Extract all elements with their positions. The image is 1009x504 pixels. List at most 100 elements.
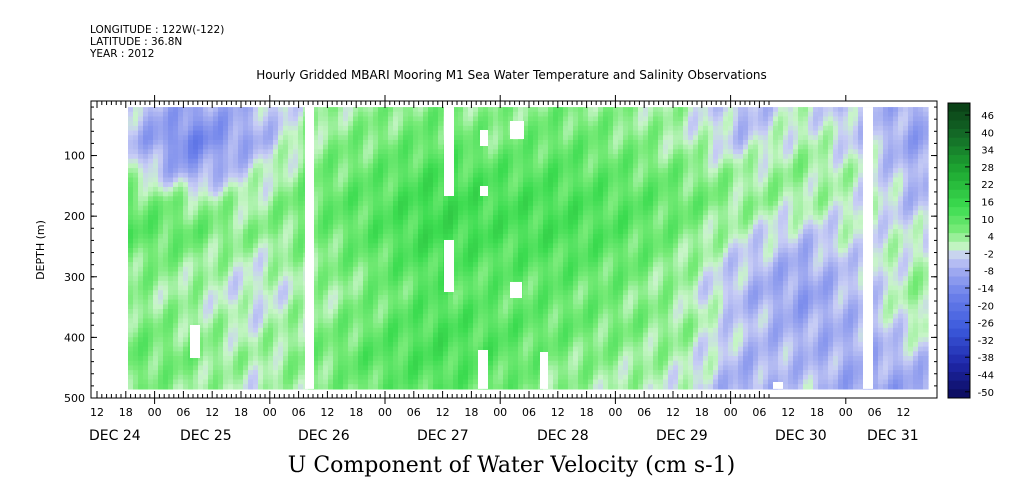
heatmap-cell bbox=[508, 139, 514, 146]
heatmap-cell bbox=[708, 158, 714, 165]
heatmap-cell bbox=[768, 130, 774, 136]
heatmap-cell bbox=[298, 182, 304, 188]
heatmap-cell bbox=[773, 107, 779, 113]
heatmap-cell bbox=[653, 238, 659, 244]
heatmap-cell bbox=[588, 154, 594, 160]
heatmap-cell bbox=[453, 154, 459, 160]
heatmap-cell bbox=[423, 186, 429, 193]
heatmap-cell bbox=[388, 172, 394, 179]
heatmap-cell bbox=[133, 130, 139, 136]
heatmap-cell bbox=[833, 219, 839, 226]
heatmap-cell bbox=[383, 158, 389, 165]
heatmap-cell bbox=[858, 107, 864, 113]
heatmap-cell bbox=[348, 238, 354, 244]
heatmap-cell bbox=[188, 135, 194, 141]
heatmap-cell bbox=[398, 191, 404, 197]
heatmap-cell bbox=[418, 163, 424, 169]
heatmap-cell bbox=[918, 125, 924, 132]
heatmap-cell bbox=[813, 135, 819, 141]
heatmap-cell bbox=[243, 116, 249, 122]
heatmap-cell bbox=[778, 144, 784, 150]
heatmap-cell bbox=[793, 238, 799, 244]
heatmap-cell bbox=[673, 144, 679, 150]
heatmap-cell bbox=[298, 144, 304, 150]
heatmap-cell bbox=[823, 191, 829, 197]
heatmap-cell bbox=[573, 191, 579, 197]
heatmap-cell bbox=[598, 125, 604, 132]
heatmap-cell bbox=[273, 154, 279, 160]
heatmap-cell bbox=[818, 107, 824, 113]
heatmap-cell bbox=[573, 238, 579, 244]
heatmap-cell bbox=[668, 154, 674, 160]
heatmap-cell bbox=[573, 172, 579, 179]
heatmap-cell bbox=[483, 107, 489, 113]
heatmap-cell bbox=[908, 243, 914, 249]
heatmap-cell bbox=[918, 191, 924, 197]
heatmap-cell bbox=[673, 163, 679, 169]
heatmap-cell bbox=[708, 191, 714, 197]
heatmap-cell bbox=[648, 186, 654, 193]
heatmap-cell bbox=[483, 205, 489, 212]
heatmap-cell bbox=[398, 163, 404, 169]
heatmap-cell bbox=[393, 116, 399, 122]
heatmap-cell bbox=[768, 182, 774, 188]
heatmap-cell bbox=[708, 205, 714, 212]
heatmap-cell bbox=[468, 219, 474, 226]
heatmap-cell bbox=[638, 135, 644, 141]
heatmap-cell bbox=[268, 238, 274, 244]
heatmap-cell bbox=[363, 243, 369, 249]
heatmap-cell bbox=[543, 111, 549, 118]
heatmap-cell bbox=[593, 247, 599, 254]
heatmap-cell bbox=[523, 243, 529, 249]
heatmap-cell bbox=[363, 158, 369, 165]
heatmap-cell bbox=[703, 229, 709, 235]
heatmap-cell bbox=[603, 135, 609, 141]
heatmap-cell bbox=[843, 116, 849, 122]
heatmap-cell bbox=[628, 243, 634, 249]
heatmap-cell bbox=[243, 224, 249, 230]
heatmap-cell bbox=[698, 135, 704, 141]
heatmap-cell bbox=[878, 196, 884, 202]
heatmap-cell bbox=[558, 191, 564, 197]
heatmap-cell bbox=[238, 205, 244, 212]
heatmap-cell bbox=[208, 130, 214, 136]
heatmap-cell bbox=[563, 130, 569, 136]
heatmap-cell bbox=[188, 238, 194, 244]
heatmap-cell bbox=[143, 135, 149, 141]
heatmap-cell bbox=[228, 172, 234, 179]
heatmap-cell bbox=[358, 139, 364, 146]
heatmap-cell bbox=[453, 229, 459, 235]
heatmap-cell bbox=[403, 111, 409, 118]
heatmap-cell bbox=[553, 149, 559, 155]
heatmap-cell bbox=[918, 205, 924, 212]
heatmap-cell bbox=[478, 247, 484, 254]
heatmap-cell bbox=[493, 243, 499, 249]
heatmap-cell bbox=[528, 201, 534, 207]
heatmap-cell bbox=[798, 107, 804, 113]
heatmap-cell bbox=[283, 172, 289, 179]
heatmap-cell bbox=[768, 247, 774, 254]
heatmap-cell bbox=[263, 201, 269, 207]
heatmap-cell bbox=[848, 205, 854, 212]
heatmap-cell bbox=[768, 243, 774, 249]
heatmap-cell bbox=[603, 215, 609, 221]
heatmap-cell bbox=[633, 191, 639, 197]
heatmap-cell bbox=[713, 116, 719, 122]
heatmap-cell bbox=[438, 238, 444, 244]
heatmap-cell bbox=[608, 163, 614, 169]
heatmap-cell bbox=[418, 177, 424, 183]
heatmap-cell bbox=[723, 158, 729, 165]
heatmap-cell bbox=[628, 139, 634, 146]
heatmap-cell bbox=[583, 238, 589, 244]
heatmap-cell bbox=[873, 130, 879, 136]
heatmap-cell bbox=[423, 139, 429, 146]
heatmap-cell bbox=[828, 116, 834, 122]
heatmap-cell bbox=[643, 191, 649, 197]
heatmap-cell bbox=[763, 135, 769, 141]
heatmap-cell bbox=[858, 111, 864, 118]
heatmap-cell bbox=[428, 224, 434, 230]
heatmap-cell bbox=[773, 154, 779, 160]
heatmap-cell bbox=[923, 144, 929, 150]
heatmap-cell bbox=[803, 130, 809, 136]
heatmap-cell bbox=[348, 219, 354, 226]
